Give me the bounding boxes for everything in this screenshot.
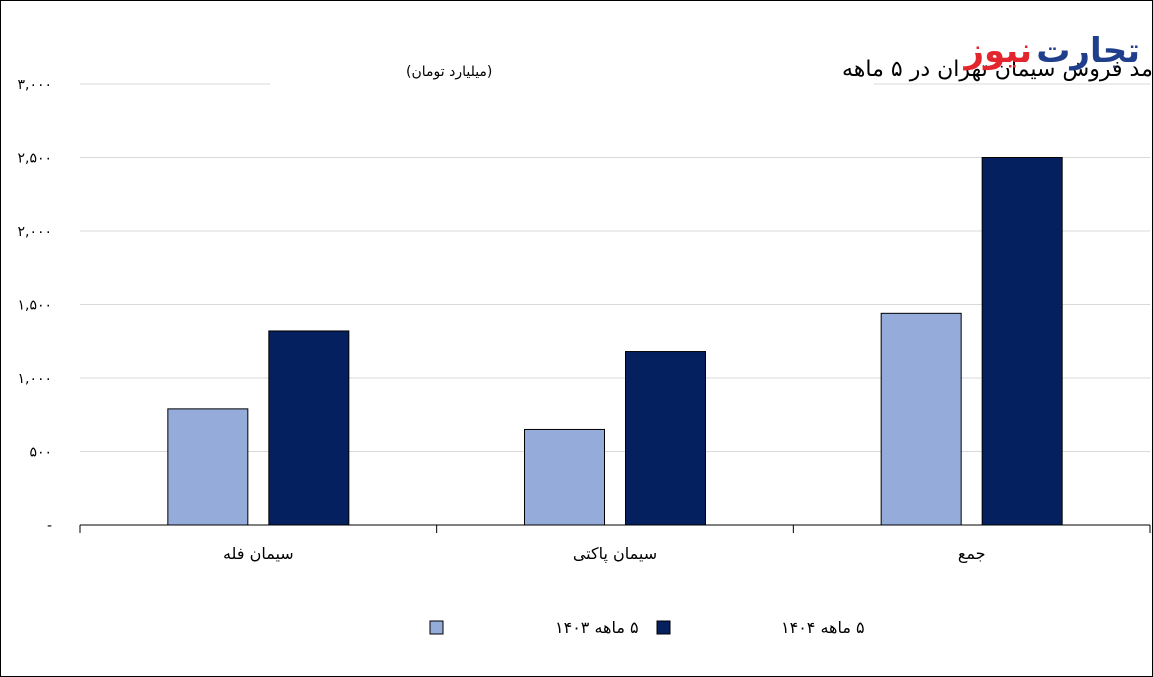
gridlines xyxy=(80,83,1150,452)
bar-1403 xyxy=(524,428,605,526)
y-tick-label: ۲,۰۰۰ xyxy=(17,224,52,240)
bar-1404 xyxy=(268,330,350,526)
legend-label-1403: ۵ ماهه ۱۴۰۳ xyxy=(555,618,639,637)
bar-1403 xyxy=(167,408,249,526)
legend-label-1404: ۵ ماهه ۱۴۰۴ xyxy=(781,618,865,637)
bars xyxy=(167,157,1063,526)
y-tick-label: ۲,۵۰۰ xyxy=(17,151,52,167)
y-tick-label: ۱,۵۰۰ xyxy=(17,298,52,314)
logo-text-red: نیوز xyxy=(962,31,1032,71)
x-axis xyxy=(79,524,1151,533)
title-background xyxy=(270,46,874,88)
chart-title: درآمد فروش سیمان تهران در ۵ ماهه xyxy=(842,55,1153,82)
category-label: جمع xyxy=(958,544,986,564)
category-label: سیمان فله xyxy=(223,544,294,563)
bar-1403 xyxy=(880,312,962,526)
legend-swatch-1403 xyxy=(429,620,444,635)
y-tick-label: ۳,۰۰۰ xyxy=(17,77,52,93)
y-tick-label: - xyxy=(47,518,52,534)
legend-swatch-1404 xyxy=(656,620,671,635)
chart-subtitle: (میلیارد تومان) xyxy=(406,64,492,80)
bar-1404 xyxy=(981,157,1063,526)
y-tick-label: ۵۰۰ xyxy=(29,445,52,461)
logo: تجارت نیوز xyxy=(962,31,1140,71)
category-label: سیمان پاکتی xyxy=(573,544,657,564)
category-labels: سیمان فله سیمان پاکتی جمع xyxy=(223,544,986,564)
y-tick-label: ۱,۰۰۰ xyxy=(17,371,52,387)
y-axis-ticks: - ۵۰۰ ۱,۰۰۰ ۱,۵۰۰ ۲,۰۰۰ ۲,۵۰۰ ۳,۰۰۰ xyxy=(17,77,52,534)
logo-text-blue: تجارت xyxy=(1036,31,1140,71)
legend: ۵ ماهه ۱۴۰۳ ۵ ماهه ۱۴۰۴ xyxy=(429,618,865,637)
bar-1404 xyxy=(625,351,706,526)
